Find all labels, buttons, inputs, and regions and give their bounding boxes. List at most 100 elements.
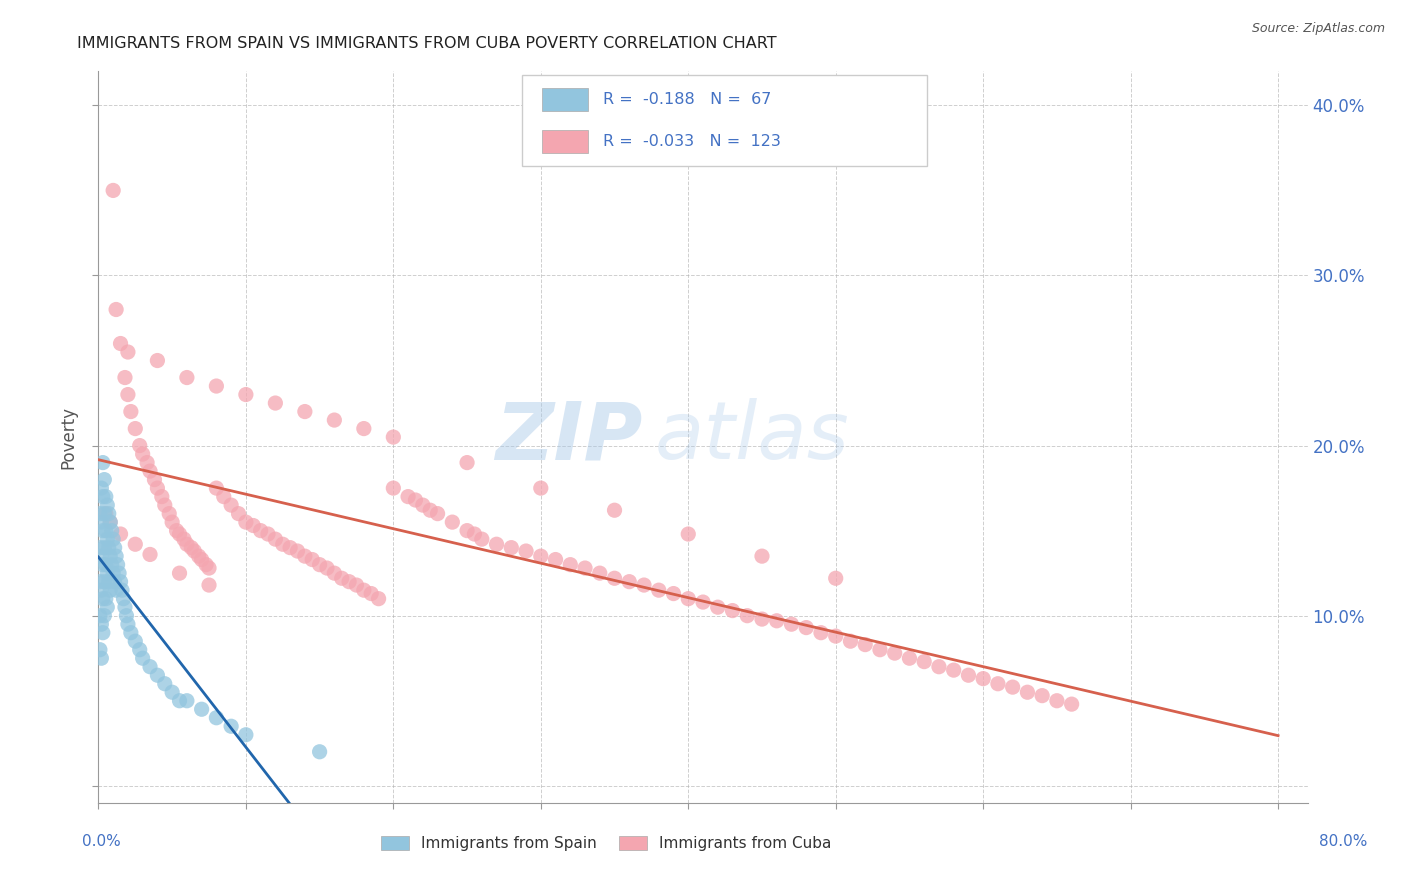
Point xyxy=(89,642,111,657)
Point xyxy=(108,566,131,581)
Point xyxy=(987,677,1010,691)
Point xyxy=(91,456,114,470)
Point xyxy=(308,558,330,572)
Point xyxy=(824,571,846,585)
Point xyxy=(235,387,257,401)
Point xyxy=(98,515,121,529)
Point xyxy=(706,600,728,615)
Text: 80.0%: 80.0% xyxy=(1319,834,1367,848)
Text: 0.0%: 0.0% xyxy=(82,834,121,848)
Point xyxy=(89,507,111,521)
Point xyxy=(112,591,135,606)
Point xyxy=(183,544,205,558)
Point xyxy=(294,549,316,563)
Point xyxy=(91,490,114,504)
Point xyxy=(257,527,280,541)
Point xyxy=(574,561,596,575)
Point xyxy=(471,532,494,546)
Point xyxy=(176,694,198,708)
Point xyxy=(91,524,114,538)
Point xyxy=(131,651,153,665)
Point xyxy=(190,702,212,716)
Point xyxy=(94,558,117,572)
Point xyxy=(678,527,700,541)
Point xyxy=(242,518,264,533)
Point xyxy=(101,566,124,581)
Point xyxy=(898,651,921,665)
FancyBboxPatch shape xyxy=(543,130,588,153)
Point xyxy=(160,515,183,529)
Point xyxy=(93,574,115,589)
Point xyxy=(853,638,876,652)
Point xyxy=(463,527,485,541)
Point xyxy=(110,336,132,351)
Point xyxy=(301,552,323,566)
Point xyxy=(404,493,426,508)
Point xyxy=(169,694,191,708)
Point xyxy=(198,561,221,575)
Point xyxy=(150,490,173,504)
Point xyxy=(264,396,287,410)
Point xyxy=(187,549,209,563)
Point xyxy=(94,507,117,521)
Point xyxy=(1060,697,1083,711)
FancyBboxPatch shape xyxy=(522,75,927,167)
Point xyxy=(396,490,419,504)
Point xyxy=(90,515,112,529)
Point xyxy=(501,541,523,555)
Point xyxy=(190,552,212,566)
Point xyxy=(153,677,176,691)
Point xyxy=(794,621,817,635)
Point xyxy=(235,728,257,742)
Point xyxy=(93,608,115,623)
Point xyxy=(1031,689,1053,703)
Point xyxy=(90,617,112,632)
Point xyxy=(824,629,846,643)
Point xyxy=(212,490,235,504)
Point xyxy=(810,625,832,640)
Point xyxy=(120,625,142,640)
Point xyxy=(105,549,128,563)
Text: ZIP: ZIP xyxy=(495,398,643,476)
Point xyxy=(90,549,112,563)
Point xyxy=(96,600,118,615)
Point xyxy=(456,524,478,538)
Point xyxy=(235,515,257,529)
Point xyxy=(96,532,118,546)
Point xyxy=(117,387,139,401)
Point xyxy=(308,745,330,759)
Point xyxy=(751,549,773,563)
Point xyxy=(93,541,115,555)
Y-axis label: Poverty: Poverty xyxy=(59,406,77,468)
Point xyxy=(89,574,111,589)
Point xyxy=(128,642,150,657)
Point xyxy=(176,537,198,551)
Point xyxy=(117,345,139,359)
Point xyxy=(735,608,758,623)
Point xyxy=(205,481,228,495)
Point xyxy=(839,634,862,648)
Point xyxy=(153,498,176,512)
Point xyxy=(96,566,118,581)
Point xyxy=(367,591,389,606)
Point xyxy=(1001,680,1024,694)
Point xyxy=(143,473,166,487)
Point xyxy=(721,604,744,618)
Point xyxy=(101,183,124,197)
Point xyxy=(90,651,112,665)
Point xyxy=(131,447,153,461)
Point xyxy=(412,498,434,512)
Point xyxy=(648,583,671,598)
Point xyxy=(105,583,128,598)
Point xyxy=(97,574,120,589)
Point xyxy=(90,583,112,598)
Point xyxy=(114,600,136,615)
Point xyxy=(972,672,994,686)
Point xyxy=(353,583,375,598)
Point xyxy=(544,552,567,566)
Legend: Immigrants from Spain, Immigrants from Cuba: Immigrants from Spain, Immigrants from C… xyxy=(375,830,838,857)
Point xyxy=(603,571,626,585)
FancyBboxPatch shape xyxy=(543,88,588,112)
Point xyxy=(146,481,169,495)
Point xyxy=(619,574,641,589)
